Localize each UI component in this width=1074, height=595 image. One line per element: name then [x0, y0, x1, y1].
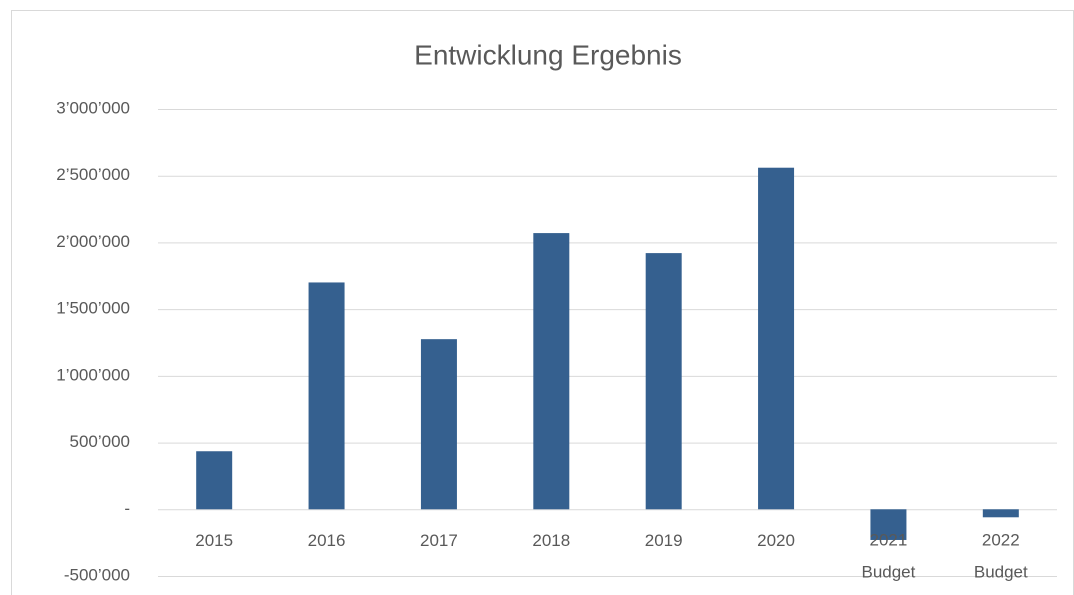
bar — [645, 253, 682, 510]
bar — [982, 509, 1019, 518]
x-tick-label: 2017 — [420, 531, 458, 550]
x-tick-label: 2018 — [532, 531, 570, 550]
y-tick-label: 3’000’000 — [56, 98, 130, 117]
bar — [196, 451, 233, 510]
bar — [420, 339, 457, 510]
bar — [870, 509, 907, 540]
y-tick-label: - — [124, 499, 130, 518]
bar — [308, 282, 345, 510]
y-tick-label: 500’000 — [69, 432, 130, 451]
x-tick-label: 2020 — [757, 531, 795, 550]
y-tick-label: 2’000’000 — [56, 232, 130, 251]
x-tick-label: 2022 Budget — [974, 531, 1028, 582]
x-tick-label: 2021 Budget — [861, 531, 915, 582]
x-tick-label: 2019 — [645, 531, 683, 550]
x-tick-label: 2015 — [195, 531, 233, 550]
bar — [533, 233, 570, 510]
y-tick-label: 1’000’000 — [56, 365, 130, 384]
chart-title: Entwicklung Ergebnis — [414, 39, 682, 70]
y-tick-label: 1’500’000 — [56, 299, 130, 318]
y-tick-label: 2’500’000 — [56, 165, 130, 184]
bar — [758, 167, 795, 510]
x-tick-label: 2016 — [308, 531, 346, 550]
y-tick-label: -500’000 — [64, 565, 130, 584]
